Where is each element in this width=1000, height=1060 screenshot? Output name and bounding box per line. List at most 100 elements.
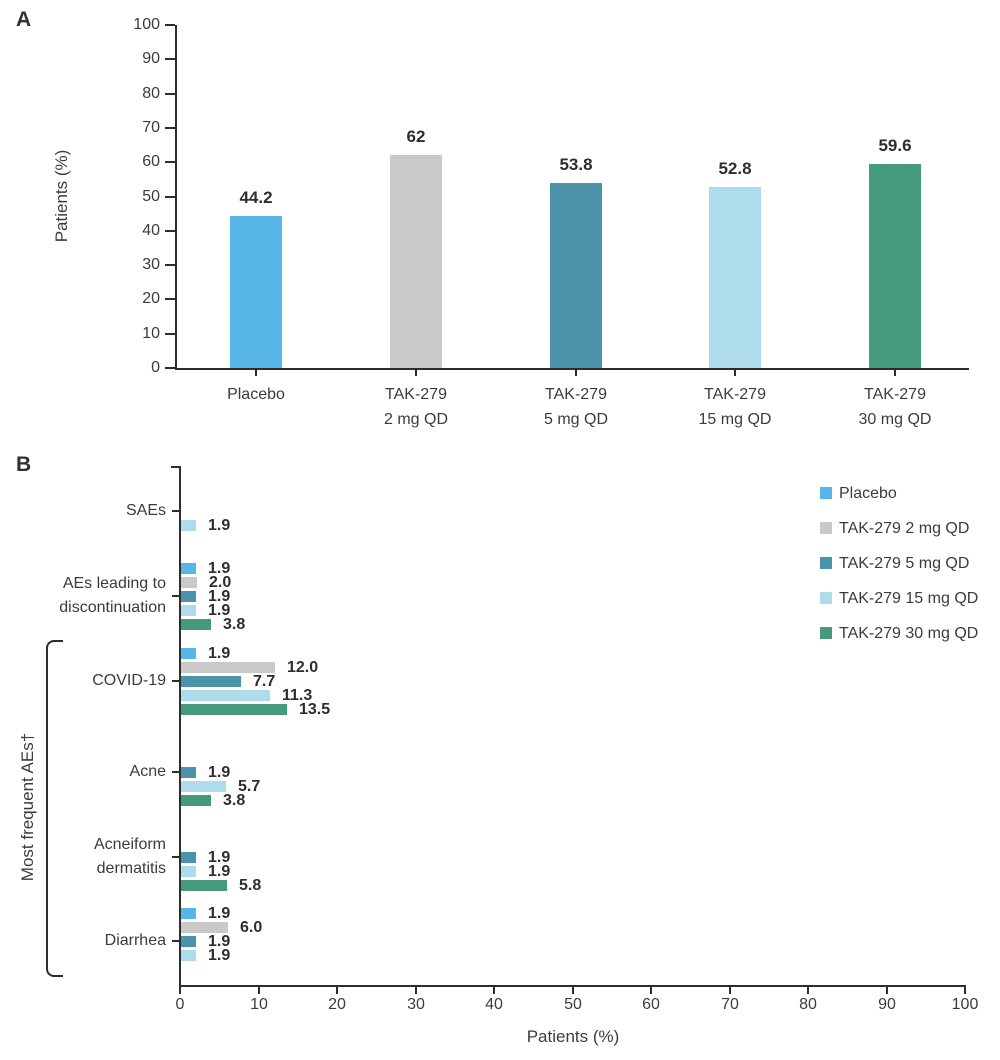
legend-label-placebo: Placebo <box>839 485 897 502</box>
y-axis-tick <box>172 856 179 858</box>
y-axis-tick <box>172 510 179 512</box>
bar-tak-279-2-mg-qd <box>390 155 442 368</box>
y-tick-label: 80 <box>142 85 160 102</box>
value-label: 13.5 <box>299 701 331 718</box>
value-label: 5.8 <box>239 877 262 894</box>
value-label: 5.7 <box>238 778 261 795</box>
bar-aes-leading-to-discontinuation-tak-279-5-mg-qd <box>181 591 196 602</box>
y-axis <box>179 466 181 987</box>
x-tick-label: 10 <box>250 996 268 1013</box>
bar-saes-tak-279-15-mg-qd <box>181 520 196 531</box>
x-axis-title: Patients (%) <box>526 1027 620 1046</box>
y-axis-tick <box>165 161 175 163</box>
bar-acne-tak-279-15-mg-qd <box>181 781 226 792</box>
x-category-label-tak-279-2-mg-qd: TAK-279 2 mg QD <box>383 386 448 428</box>
x-axis-tick <box>964 987 966 994</box>
value-label: 12.0 <box>287 659 319 676</box>
bar-tak-279-5-mg-qd <box>550 183 602 368</box>
category-label-covid-19: COVID-19 <box>92 672 166 689</box>
value-label-tak-279-2-mg-qd: 62 <box>406 127 426 146</box>
bar-diarrhea-placebo <box>181 908 196 919</box>
legend-swatch-tak-279-15-mg-qd <box>820 592 832 604</box>
y-axis-tick <box>165 264 175 266</box>
y-tick-label: 30 <box>142 256 160 273</box>
value-label: 1.9 <box>208 560 231 577</box>
x-tick-label: 50 <box>564 996 582 1013</box>
y-axis-tick <box>172 940 179 942</box>
x-tick-label: 60 <box>642 996 660 1013</box>
bar-diarrhea-tak-279-5-mg-qd <box>181 936 196 947</box>
x-tick-label: 20 <box>328 996 346 1013</box>
most-frequent-aes-label: Most frequent AEs† <box>18 732 37 882</box>
x-tick-label: 40 <box>485 996 503 1013</box>
category-label-saes: SAEs <box>125 502 166 519</box>
value-label: 1.9 <box>208 588 231 605</box>
x-axis-tick <box>572 987 574 994</box>
value-label: 1.9 <box>208 645 231 662</box>
bar-aes-leading-to-discontinuation-tak-279-15-mg-qd <box>181 605 196 616</box>
value-label: 3.8 <box>223 792 246 809</box>
value-label: 1.9 <box>208 905 231 922</box>
panel-b-label: B <box>16 453 32 476</box>
legend-label-tak-279-5-mg-qd: TAK-279 5 mg QD <box>839 555 970 572</box>
value-label-tak-279-5-mg-qd: 53.8 <box>559 155 593 174</box>
value-label: 1.9 <box>208 517 231 534</box>
legend-label-tak-279-2-mg-qd: TAK-279 2 mg QD <box>839 520 970 537</box>
y-tick-label: 70 <box>142 119 160 136</box>
category-label-diarrhea: Diarrhea <box>104 932 166 949</box>
value-label: 11.3 <box>282 687 313 704</box>
x-tick-label: 0 <box>175 996 185 1013</box>
value-label: 1.9 <box>208 947 231 964</box>
x-axis-tick <box>729 987 731 994</box>
y-tick-label: 100 <box>133 16 160 33</box>
bar-diarrhea-tak-279-15-mg-qd <box>181 950 196 961</box>
y-axis-tick <box>172 771 179 773</box>
bar-aes-leading-to-discontinuation-tak-279-2-mg-qd <box>181 577 197 588</box>
legend-label-tak-279-15-mg-qd: TAK-279 15 mg QD <box>839 590 979 607</box>
x-axis-tick <box>258 987 260 994</box>
y-tick-label: 60 <box>142 153 160 170</box>
x-axis-tick <box>807 987 809 994</box>
legend-swatch-tak-279-2-mg-qd <box>820 522 832 534</box>
x-tick-label: 80 <box>799 996 817 1013</box>
y-axis-tick <box>165 93 175 95</box>
x-tick-label: 30 <box>407 996 425 1013</box>
value-label-placebo: 44.2 <box>239 188 273 207</box>
y-axis-tick <box>165 298 175 300</box>
x-category-label-tak-279-15-mg-qd: TAK-279 15 mg QD <box>698 386 772 428</box>
x-tick-label: 70 <box>721 996 739 1013</box>
x-axis-tick <box>179 987 181 994</box>
bar-covid-19-tak-279-15-mg-qd <box>181 690 270 701</box>
bar-placebo <box>230 216 282 368</box>
y-axis-tick <box>165 367 175 369</box>
x-axis-tick <box>415 370 417 376</box>
legend-swatch-placebo <box>820 487 832 499</box>
y-tick-label: 90 <box>142 50 160 67</box>
x-axis-tick <box>650 987 652 994</box>
x-axis-tick <box>336 987 338 994</box>
y-axis-tick <box>172 680 179 682</box>
bar-covid-19-tak-279-30-mg-qd <box>181 704 287 715</box>
category-label-acne: Acne <box>129 763 166 780</box>
y-tick-label: 50 <box>142 188 160 205</box>
value-label: 1.9 <box>208 933 231 950</box>
x-axis-tick <box>734 370 736 376</box>
x-tick-label: 100 <box>951 996 979 1013</box>
x-axis-tick <box>255 370 257 376</box>
y-axis-tick <box>165 127 175 129</box>
x-tick-label: 90 <box>878 996 896 1013</box>
bar-tak-279-30-mg-qd <box>869 164 921 368</box>
x-axis-tick <box>886 987 888 994</box>
value-label-tak-279-30-mg-qd: 59.6 <box>878 136 912 155</box>
y-axis <box>175 25 177 370</box>
legend-label-tak-279-30-mg-qd: TAK-279 30 mg QD <box>839 625 979 642</box>
legend-swatch-tak-279-5-mg-qd <box>820 557 832 569</box>
value-label: 3.8 <box>223 616 246 633</box>
bar-aes-leading-to-discontinuation-placebo <box>181 563 196 574</box>
bar-covid-19-tak-279-5-mg-qd <box>181 676 241 687</box>
y-axis-tick <box>172 595 179 597</box>
value-label: 6.0 <box>240 919 263 936</box>
y-tick-label: 40 <box>142 222 160 239</box>
x-axis-tick <box>415 987 417 994</box>
